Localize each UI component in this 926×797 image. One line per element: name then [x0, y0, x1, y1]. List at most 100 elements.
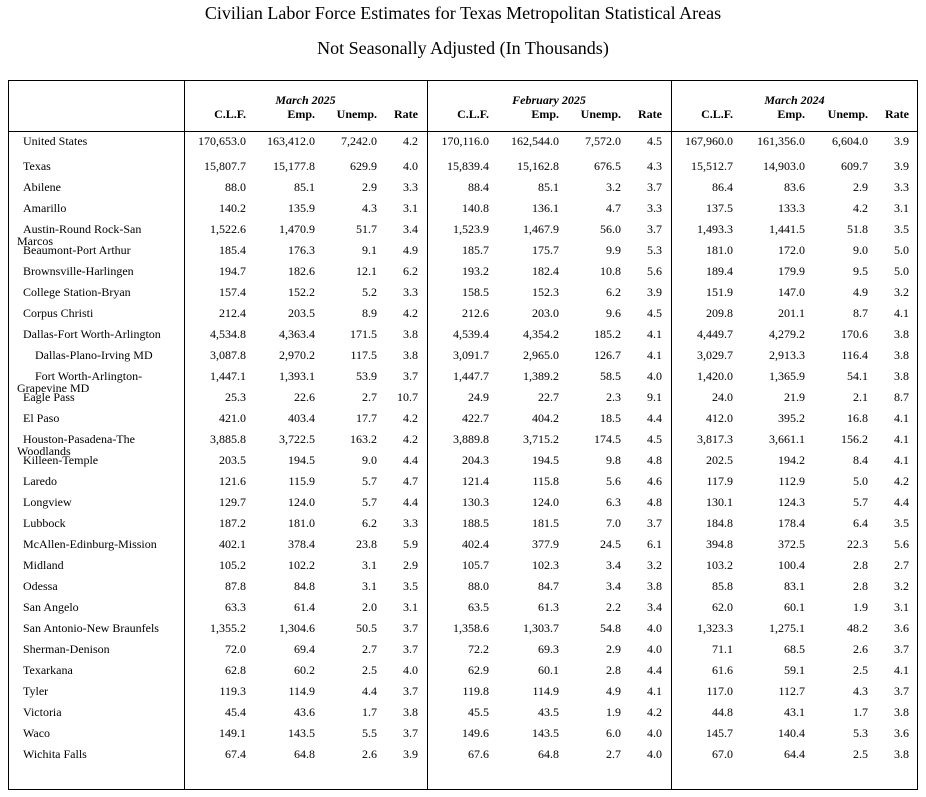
- cell-value: 4.1: [647, 327, 662, 341]
- cell-value: 145.7: [706, 726, 733, 740]
- cell-value: 194.7: [219, 264, 246, 278]
- cell-value: 4.4: [362, 684, 377, 698]
- cell-value: 126.7: [594, 348, 621, 362]
- cell-value: 87.8: [225, 579, 246, 593]
- cell-value: 1,522.6: [210, 222, 246, 236]
- cell-value: 158.5: [462, 285, 489, 299]
- cell-value: 48.2: [847, 621, 868, 635]
- cell-value: 5.3: [647, 243, 662, 257]
- cell-value: 3.4: [606, 579, 621, 593]
- cell-value: 15,512.7: [691, 159, 733, 173]
- cell-value: 124.0: [288, 495, 315, 509]
- cell-value: 69.3: [538, 642, 559, 656]
- cell-value: 5.5: [362, 726, 377, 740]
- cell-value: 85.1: [294, 180, 315, 194]
- row-label: Sherman-Denison: [23, 642, 110, 656]
- cell-value: 53.9: [356, 369, 377, 383]
- cell-value: 133.3: [778, 201, 805, 215]
- cell-value: 3.8: [647, 579, 662, 593]
- title: Civilian Labor Force Estimates for Texas…: [204, 3, 722, 23]
- cell-value: 9.1: [362, 243, 377, 257]
- group-label: March 2025: [275, 93, 336, 107]
- cell-value: 2,913.3: [769, 348, 805, 362]
- cell-value: 6.2: [362, 516, 377, 530]
- cell-value: 2.5: [853, 747, 868, 761]
- cell-value: 4.2: [403, 432, 418, 446]
- cell-value: 152.3: [532, 285, 559, 299]
- row-label: Fort Worth-Arlington-Grapevine MD: [17, 369, 143, 395]
- row-label: Longview: [23, 495, 72, 509]
- cell-value: 1,323.3: [697, 621, 733, 635]
- cell-value: 86.4: [712, 180, 733, 194]
- cell-value: 4.0: [403, 159, 418, 173]
- cell-value: 3.7: [894, 642, 909, 656]
- cell-value: 22.6: [294, 390, 315, 404]
- table-border: [8, 80, 9, 790]
- cell-value: 3.4: [403, 222, 418, 236]
- cell-value: 676.5: [594, 159, 621, 173]
- cell-value: 88.0: [225, 180, 246, 194]
- cell-value: 4.3: [647, 159, 662, 173]
- cell-value: 152.2: [288, 285, 315, 299]
- cell-value: 2.7: [894, 558, 909, 572]
- row-label: Brownsville-Harlingen: [23, 264, 134, 278]
- cell-value: 61.3: [538, 600, 559, 614]
- cell-value: 394.8: [706, 537, 733, 551]
- cell-value: 3.1: [403, 600, 418, 614]
- cell-value: 3.7: [894, 684, 909, 698]
- cell-value: 114.9: [532, 684, 559, 698]
- cell-value: 378.4: [288, 537, 315, 551]
- cell-value: 212.6: [462, 306, 489, 320]
- cell-value: 4.0: [647, 726, 662, 740]
- cell-value: 2.7: [362, 390, 377, 404]
- cell-value: 4.0: [647, 642, 662, 656]
- cell-value: 1.9: [606, 705, 621, 719]
- cell-value: 124.3: [778, 495, 805, 509]
- cell-value: 56.0: [600, 222, 621, 236]
- group-label: March 2024: [764, 93, 825, 107]
- header-rule: [8, 131, 918, 132]
- cell-value: 3,715.2: [523, 432, 559, 446]
- cell-value: 23.8: [356, 537, 377, 551]
- cell-value: 2.9: [362, 180, 377, 194]
- cell-value: 3.5: [894, 516, 909, 530]
- cell-value: 6.4: [853, 516, 868, 530]
- cell-value: 3.8: [403, 348, 418, 362]
- cell-value: 137.5: [706, 201, 733, 215]
- cell-value: 140.8: [462, 201, 489, 215]
- cell-value: 4,363.4: [279, 327, 315, 341]
- cell-value: 130.3: [462, 495, 489, 509]
- cell-value: 182.4: [532, 264, 559, 278]
- cell-value: 69.4: [294, 642, 315, 656]
- cell-value: 62.8: [225, 663, 246, 677]
- cell-value: 171.5: [350, 327, 377, 341]
- cell-value: 4.5: [647, 432, 662, 446]
- cell-value: 62.0: [712, 600, 733, 614]
- cell-value: 61.6: [712, 663, 733, 677]
- cell-value: 3.2: [647, 558, 662, 572]
- cell-value: 4.2: [894, 474, 909, 488]
- cell-value: 2.8: [606, 663, 621, 677]
- cell-value: 143.5: [288, 726, 315, 740]
- row-label: Corpus Christi: [23, 306, 94, 320]
- cell-value: 3.7: [403, 726, 418, 740]
- cell-value: 43.6: [294, 705, 315, 719]
- cell-value: 10.7: [397, 390, 418, 404]
- row-label: El Paso: [23, 411, 60, 425]
- cell-value: 121.6: [219, 474, 246, 488]
- cell-value: 163.2: [350, 432, 377, 446]
- cell-value: 8.9: [362, 306, 377, 320]
- cell-value: 136.1: [532, 201, 559, 215]
- cell-value: 202.5: [706, 453, 733, 467]
- cell-value: 609.7: [841, 159, 868, 173]
- cell-value: 119.3: [219, 684, 246, 698]
- cell-value: 161,356.0: [757, 134, 805, 148]
- cell-value: 119.8: [462, 684, 489, 698]
- cell-value: 149.1: [219, 726, 246, 740]
- cell-value: 188.5: [462, 516, 489, 530]
- cell-value: 10.8: [600, 264, 621, 278]
- cell-value: 3.4: [647, 600, 662, 614]
- cell-value: 63.3: [225, 600, 246, 614]
- column-header: Rate: [394, 107, 418, 121]
- cell-value: 9.9: [606, 243, 621, 257]
